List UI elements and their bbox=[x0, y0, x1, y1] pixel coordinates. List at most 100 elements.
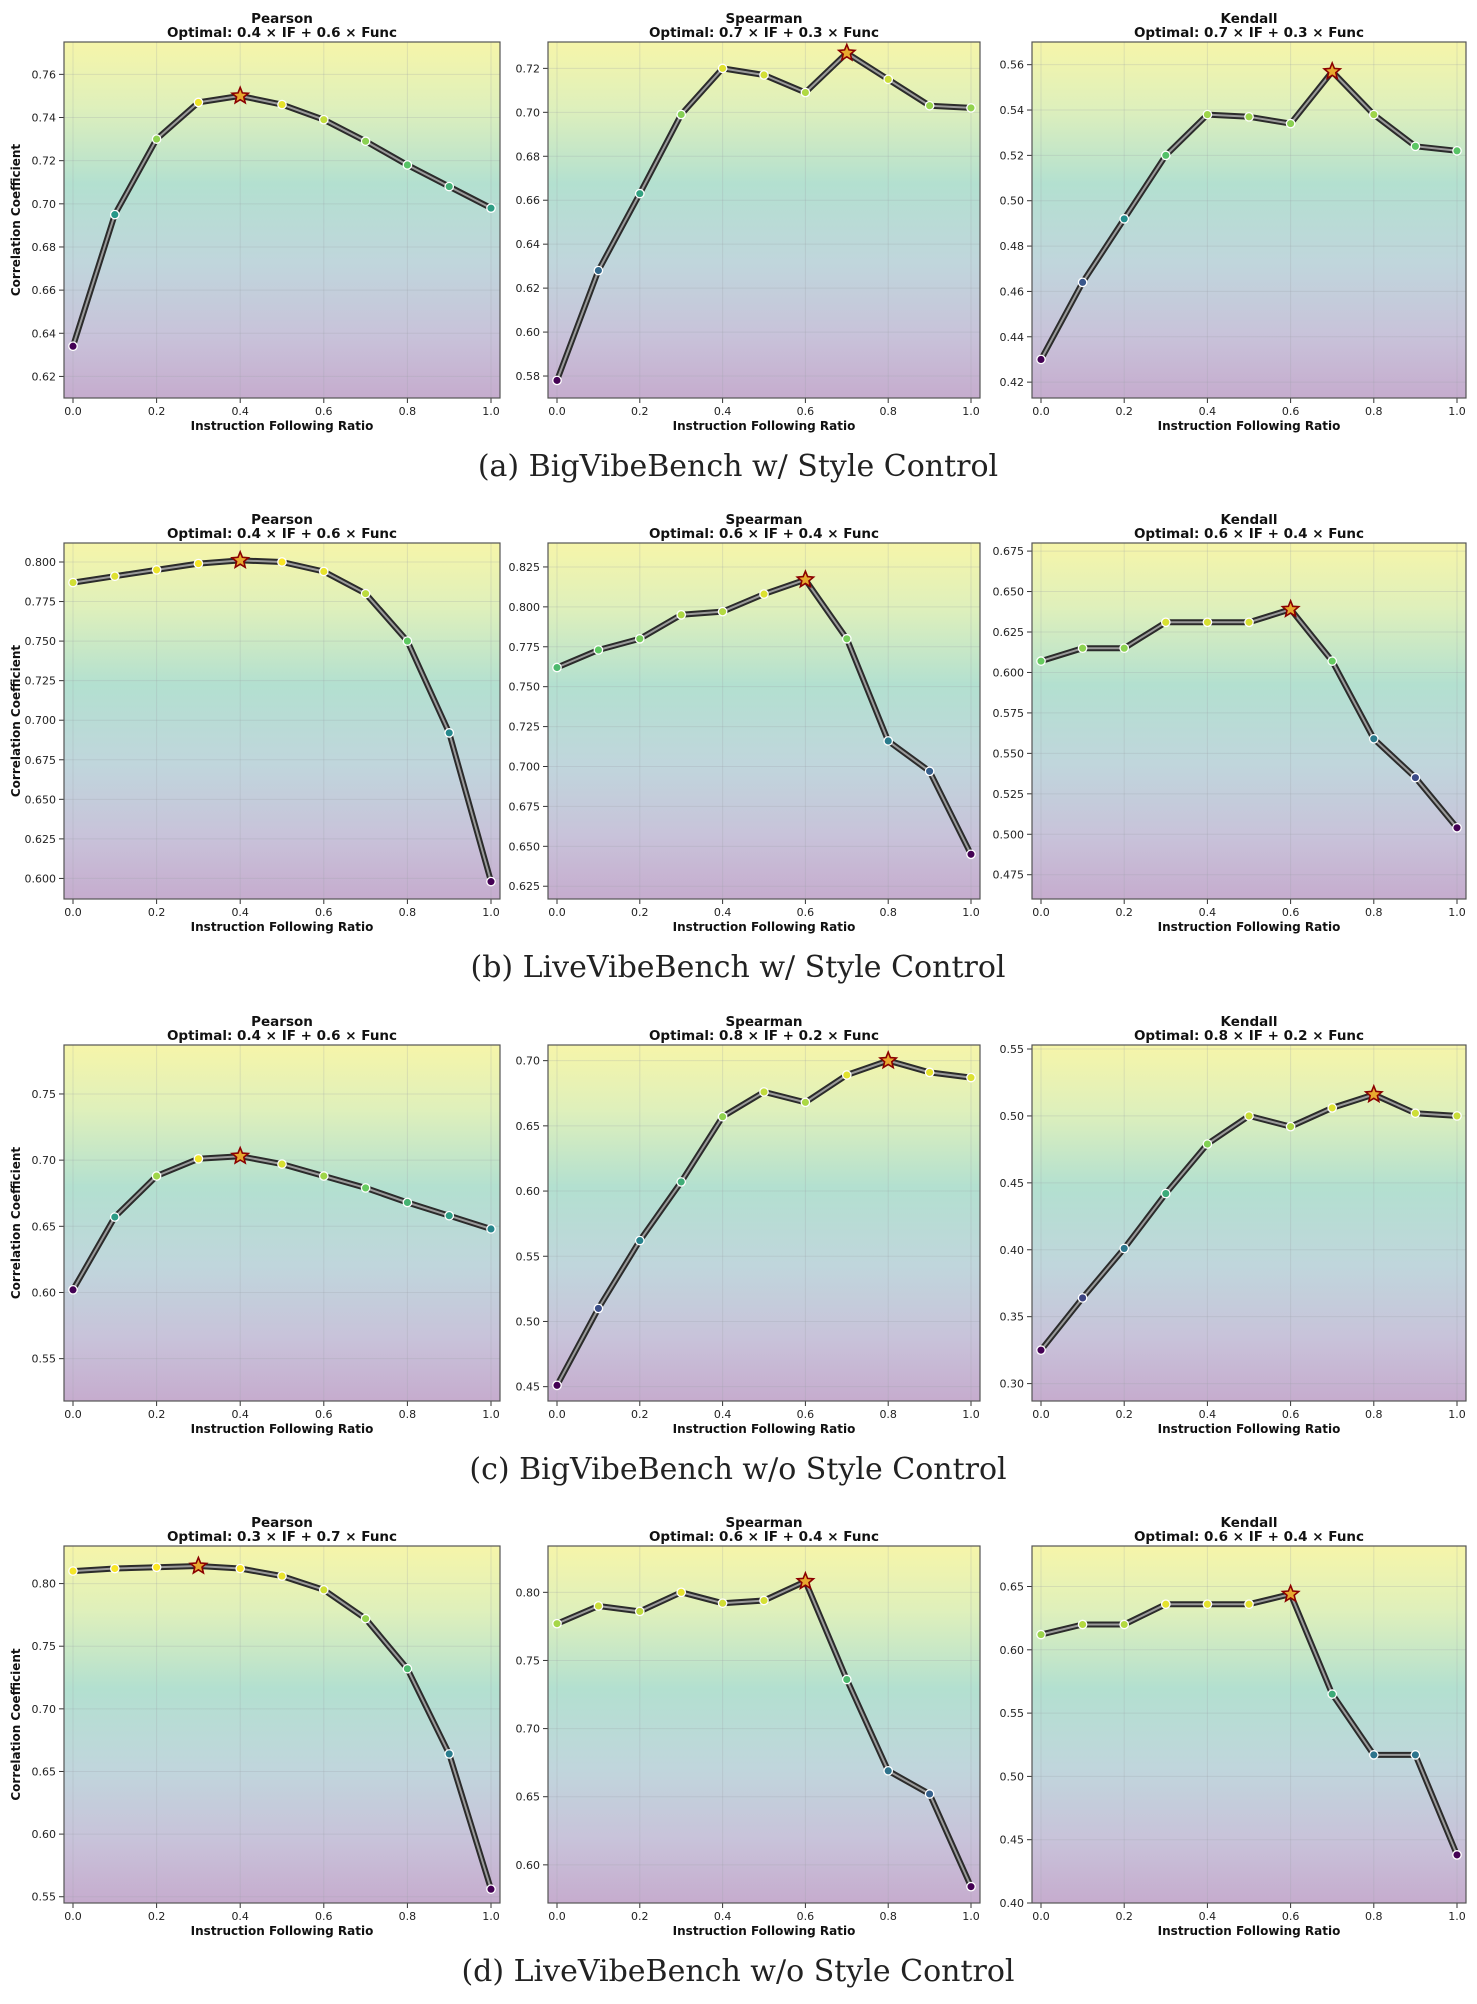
x-tick-label: 0.4 bbox=[1199, 906, 1217, 919]
data-point bbox=[1452, 822, 1462, 833]
data-point bbox=[924, 1067, 935, 1078]
x-tick-label: 0.4 bbox=[1199, 405, 1217, 418]
y-tick-label: 0.55 bbox=[1000, 1043, 1025, 1056]
panel-a-spearman: 0.0 0.2 0.4 0.6 0.8 1.0 0.58 0.60 0.62 0.64 0.66 0.… bbox=[516, 11, 981, 433]
data-point bbox=[235, 1563, 246, 1574]
plot-background bbox=[1032, 543, 1466, 899]
x-tick-label: 0.2 bbox=[148, 1910, 166, 1923]
plot-frame bbox=[1031, 41, 1467, 399]
y-tick-label: 0.775 bbox=[25, 596, 57, 609]
y-tick-label: 0.650 bbox=[993, 586, 1025, 599]
plot-background bbox=[548, 1546, 980, 1903]
y-tick-label: 0.625 bbox=[993, 626, 1025, 639]
data-point bbox=[277, 1159, 287, 1169]
y-tick-label: 0.58 bbox=[516, 370, 541, 383]
data-point bbox=[1244, 111, 1254, 122]
y-tick-label: 0.600 bbox=[993, 666, 1025, 679]
x-tick-label: 0.8 bbox=[399, 906, 417, 919]
data-point bbox=[634, 1235, 645, 1246]
data-point bbox=[966, 1881, 976, 1892]
x-axis-label: Instruction Following Ratio bbox=[191, 1422, 374, 1436]
data-point bbox=[1452, 1850, 1462, 1860]
data-point bbox=[109, 1563, 120, 1574]
panel-subtitle: Optimal: 0.7 × IF + 0.3 × Func bbox=[1134, 25, 1364, 41]
data-point bbox=[717, 1598, 728, 1609]
x-axis-label: Instruction Following Ratio bbox=[673, 1924, 856, 1938]
y-tick-label: 0.62 bbox=[32, 370, 57, 383]
data-point bbox=[759, 1595, 769, 1606]
y-tick-label: 0.800 bbox=[509, 601, 541, 614]
y-tick-label: 0.65 bbox=[1000, 1581, 1025, 1594]
x-tick-label: 0.2 bbox=[1115, 405, 1133, 418]
x-tick-label: 1.0 bbox=[962, 1408, 980, 1421]
data-point bbox=[841, 1070, 852, 1080]
y-tick-label: 0.66 bbox=[32, 284, 57, 297]
x-tick-label: 0.4 bbox=[231, 1910, 249, 1923]
y-tick-label: 0.40 bbox=[1000, 1897, 1025, 1910]
y-tick-label: 0.45 bbox=[1000, 1834, 1025, 1847]
data-point bbox=[800, 87, 811, 98]
y-tick-label: 0.62 bbox=[516, 282, 541, 295]
data-point bbox=[151, 134, 162, 144]
x-tick-label: 0.0 bbox=[64, 1408, 82, 1421]
y-tick-label: 0.42 bbox=[1000, 376, 1025, 389]
data-point bbox=[277, 1571, 287, 1581]
data-point bbox=[109, 209, 120, 220]
x-tick-label: 0.8 bbox=[879, 1910, 897, 1923]
y-tick-label: 0.55 bbox=[1000, 1707, 1025, 1720]
panel-title: Kendall bbox=[1220, 1515, 1277, 1531]
data-point bbox=[1452, 1111, 1462, 1121]
data-point bbox=[360, 1613, 371, 1624]
data-point bbox=[1410, 1108, 1421, 1119]
y-tick-label: 0.775 bbox=[509, 641, 541, 654]
y-tick-label: 0.55 bbox=[32, 1891, 57, 1904]
data-point bbox=[1077, 277, 1088, 288]
y-axis-label: Correlation Coefficient bbox=[9, 144, 23, 297]
y-tick-label: 0.60 bbox=[32, 1286, 57, 1299]
x-tick-label: 0.8 bbox=[1365, 1910, 1383, 1923]
data-point bbox=[883, 1765, 894, 1776]
panel-b-spearman: 0.0 0.2 0.4 0.6 0.8 1.0 0.625 0.650 0.675 0.700 0.… bbox=[509, 512, 981, 934]
figure-group-b: 0.0 0.2 0.4 0.6 0.8 1.00.6000.6250.6500.6750.… bbox=[9, 512, 1467, 985]
y-tick-label: 0.750 bbox=[25, 635, 57, 648]
y-tick-label: 0.675 bbox=[509, 800, 541, 813]
x-tick-label: 0.4 bbox=[714, 405, 732, 418]
y-tick-label: 0.68 bbox=[516, 150, 541, 163]
data-point bbox=[1410, 772, 1421, 783]
data-point bbox=[1327, 1103, 1338, 1113]
data-point bbox=[634, 1606, 645, 1617]
y-tick-label: 0.525 bbox=[993, 788, 1025, 801]
y-tick-label: 0.65 bbox=[32, 1220, 57, 1233]
data-point bbox=[486, 1224, 496, 1234]
panel-b-kendall: 0.0 0.2 0.4 0.6 0.8 1.0 0.475 0.500 0.525 0.550 0.… bbox=[993, 512, 1467, 934]
y-tick-label: 0.52 bbox=[1000, 149, 1025, 162]
y-tick-label: 0.55 bbox=[32, 1353, 57, 1366]
data-point bbox=[277, 557, 287, 567]
x-tick-label: 0.6 bbox=[797, 1408, 815, 1421]
panel-subtitle: Optimal: 0.8 × IF + 0.2 × Func bbox=[1134, 1028, 1364, 1044]
y-tick-label: 0.55 bbox=[516, 1250, 541, 1263]
figure-caption: (a) BigVibeBench w/ Style Control bbox=[478, 449, 998, 484]
x-tick-label: 0.6 bbox=[797, 1910, 815, 1923]
x-axis-label: Instruction Following Ratio bbox=[673, 920, 856, 934]
y-tick-label: 0.70 bbox=[32, 1703, 57, 1716]
data-point bbox=[676, 609, 687, 620]
y-tick-label: 0.575 bbox=[993, 707, 1025, 720]
x-tick-label: 1.0 bbox=[482, 405, 500, 418]
y-tick-label: 0.825 bbox=[509, 561, 541, 574]
y-tick-label: 0.44 bbox=[1000, 331, 1025, 344]
x-tick-label: 0.0 bbox=[1032, 906, 1050, 919]
data-point bbox=[1202, 1599, 1213, 1610]
data-point bbox=[1244, 617, 1254, 628]
plot-background bbox=[548, 1045, 980, 1401]
y-tick-label: 0.56 bbox=[1000, 59, 1025, 72]
x-tick-label: 0.0 bbox=[64, 405, 82, 418]
x-tick-label: 0.0 bbox=[64, 906, 82, 919]
y-tick-label: 0.65 bbox=[516, 1120, 541, 1133]
plot-frame bbox=[547, 41, 981, 399]
data-point bbox=[68, 1284, 78, 1295]
data-point bbox=[402, 1663, 413, 1674]
data-point bbox=[676, 109, 687, 120]
panel-title: Spearman bbox=[725, 512, 802, 528]
x-tick-label: 0.2 bbox=[631, 1910, 649, 1923]
